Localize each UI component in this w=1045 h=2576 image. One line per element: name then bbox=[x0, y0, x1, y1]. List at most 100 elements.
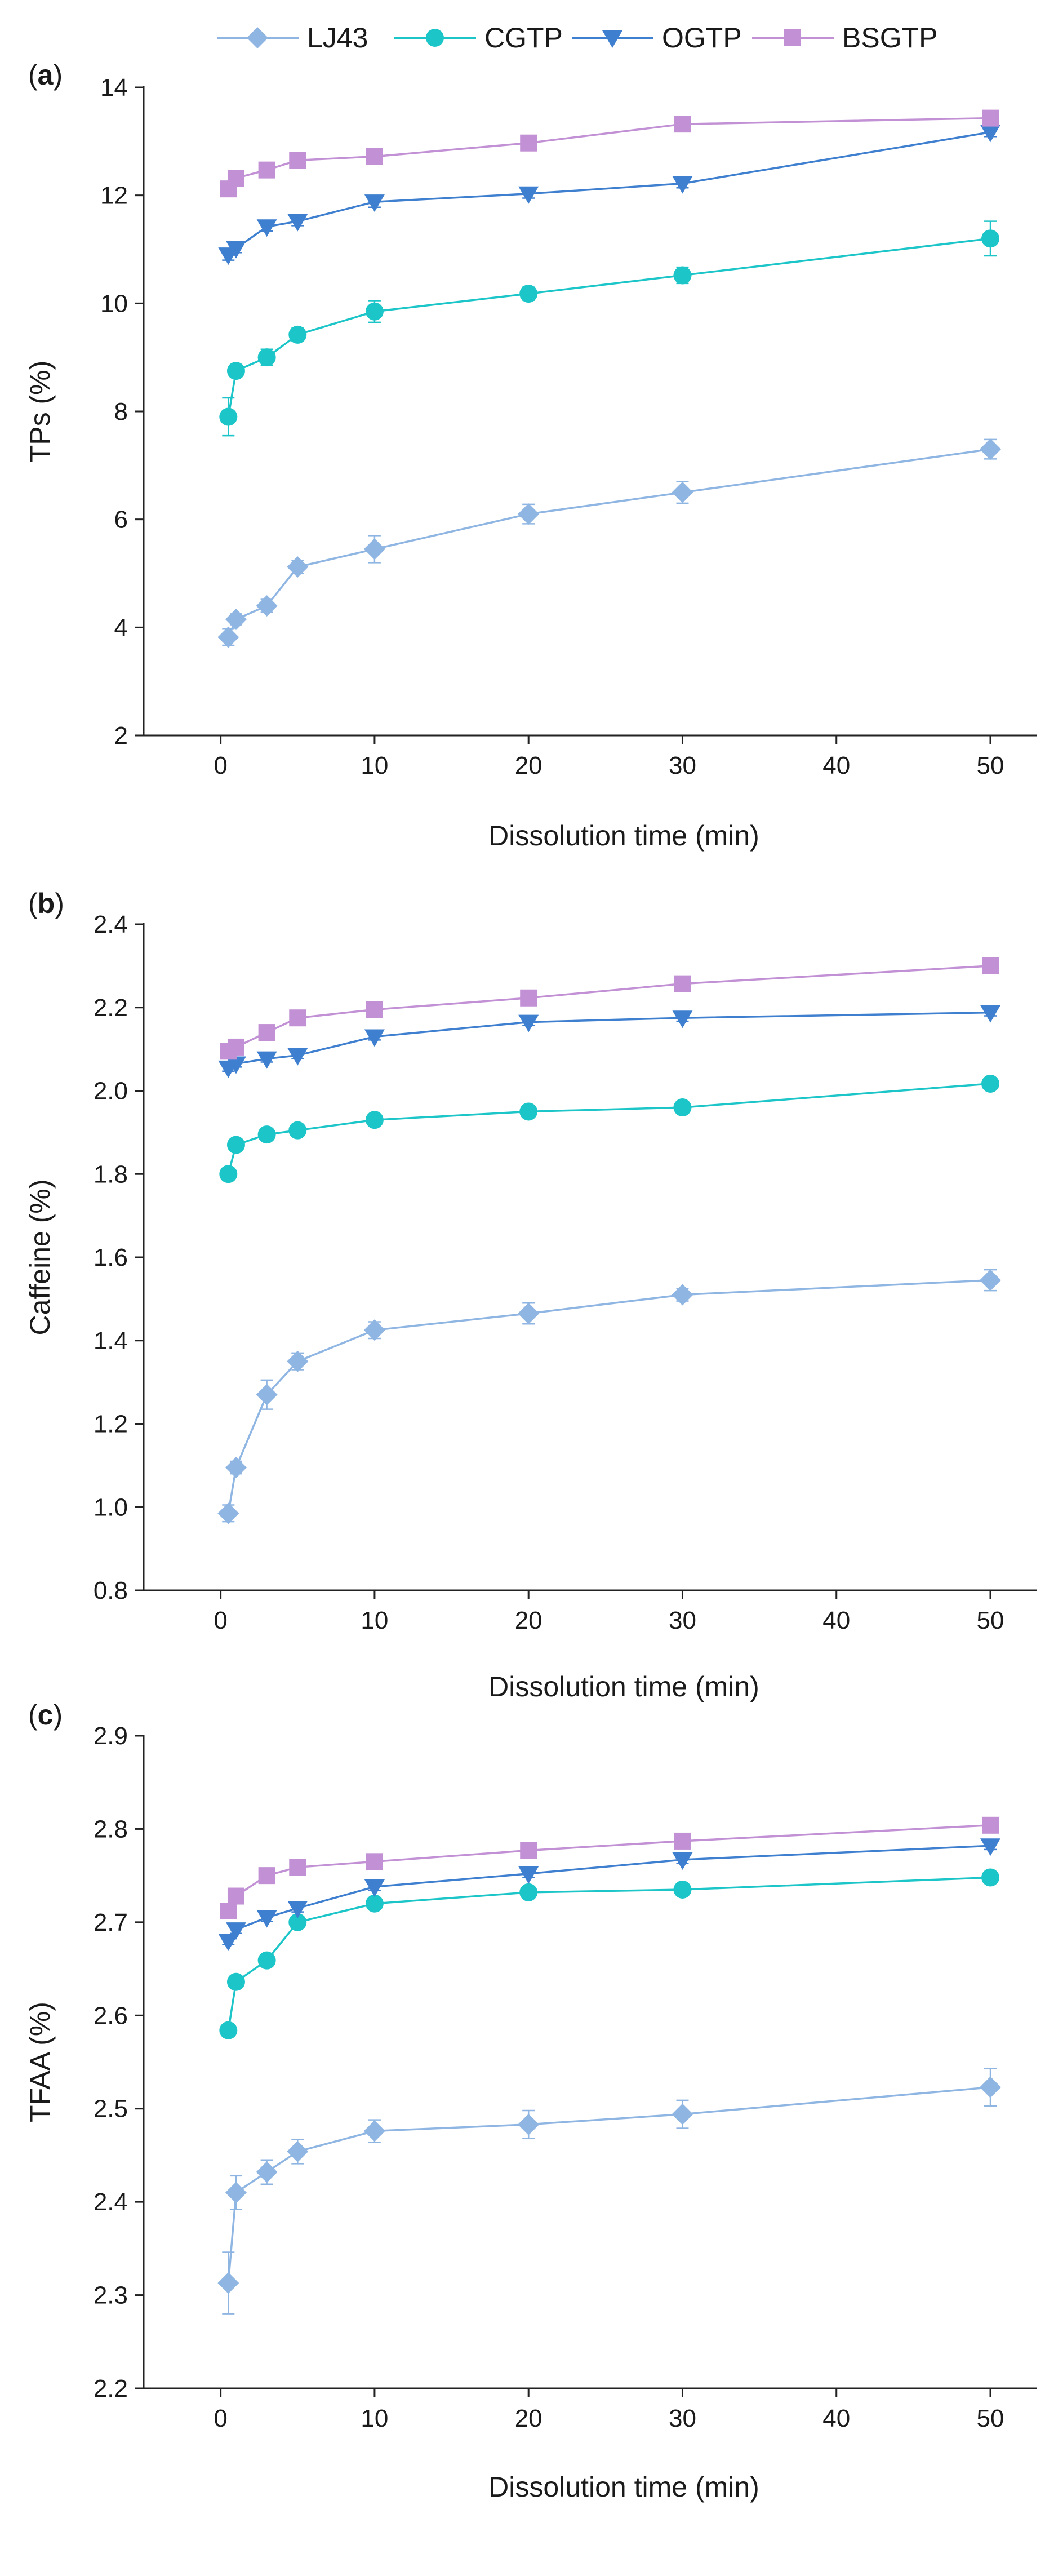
x-axis-title: Dissolution time (min) bbox=[488, 1671, 759, 1702]
x-tick-label: 0 bbox=[214, 752, 227, 779]
y-tick-label: 6 bbox=[114, 506, 128, 534]
y-tick-label: 4 bbox=[114, 614, 128, 641]
data-point bbox=[518, 1014, 539, 1032]
data-point bbox=[225, 608, 247, 630]
data-point bbox=[674, 116, 691, 133]
data-point bbox=[366, 1853, 383, 1870]
y-tick-label: 2.9 bbox=[94, 1722, 128, 1750]
x-tick-label: 0 bbox=[214, 2405, 227, 2432]
x-tick-label: 10 bbox=[361, 1607, 388, 1634]
data-point bbox=[287, 556, 309, 578]
y-tick-label: 2.3 bbox=[94, 2282, 128, 2309]
data-point bbox=[363, 538, 385, 560]
data-point bbox=[363, 1319, 385, 1341]
data-point bbox=[518, 503, 540, 525]
data-point bbox=[981, 229, 1000, 248]
data-point bbox=[673, 1098, 692, 1117]
series-line bbox=[227, 2086, 991, 2284]
series-cgtp bbox=[219, 220, 1000, 437]
legend-item: CGTP bbox=[394, 22, 563, 54]
data-point bbox=[520, 134, 537, 152]
x-tick-label: 50 bbox=[977, 1607, 1004, 1634]
data-point bbox=[225, 1056, 246, 1074]
data-point bbox=[981, 1868, 1000, 1887]
data-point bbox=[364, 1879, 385, 1897]
panel-label: (b) bbox=[28, 888, 64, 919]
y-tick-label: 10 bbox=[100, 290, 128, 317]
data-point bbox=[287, 2140, 309, 2162]
x-axis-title: Dissolution time (min) bbox=[488, 2471, 759, 2503]
data-point bbox=[287, 214, 308, 232]
y-axis-title: Caffeine (%) bbox=[24, 1180, 56, 1336]
data-point bbox=[219, 407, 238, 426]
data-point bbox=[219, 2021, 238, 2039]
data-point bbox=[225, 1457, 247, 1479]
series-line bbox=[227, 1824, 991, 1912]
data-point bbox=[289, 1009, 306, 1027]
data-point bbox=[257, 348, 276, 367]
data-point bbox=[256, 2161, 278, 2183]
data-point bbox=[365, 302, 384, 321]
y-tick-label: 2.5 bbox=[94, 2095, 128, 2123]
data-point bbox=[672, 176, 693, 194]
series-bsgtp bbox=[220, 957, 999, 1060]
data-point bbox=[363, 2120, 385, 2142]
x-tick-label: 50 bbox=[977, 2405, 1004, 2432]
data-point bbox=[672, 1284, 693, 1306]
x-tick-label: 30 bbox=[669, 752, 696, 779]
data-point bbox=[287, 1901, 308, 1919]
series-bsgtp bbox=[220, 109, 999, 198]
y-tick-label: 2.7 bbox=[94, 1909, 128, 1936]
series-lj43 bbox=[217, 2068, 1002, 2315]
x-tick-label: 10 bbox=[361, 2405, 388, 2432]
y-tick-label: 2.6 bbox=[94, 2002, 128, 2029]
series-line bbox=[228, 1011, 991, 1069]
data-point bbox=[364, 194, 385, 212]
series-line bbox=[228, 131, 991, 256]
series-ogtp bbox=[218, 125, 1001, 265]
data-point bbox=[258, 1024, 275, 1041]
data-point bbox=[980, 1269, 1002, 1291]
legend-label: OGTP bbox=[662, 22, 742, 54]
data-point bbox=[219, 1165, 238, 1183]
data-point bbox=[217, 1502, 239, 1524]
series-lj43 bbox=[217, 438, 1002, 648]
data-point bbox=[256, 219, 277, 237]
data-point bbox=[256, 1051, 277, 1069]
x-tick-label: 30 bbox=[669, 2405, 696, 2432]
y-tick-label: 2.4 bbox=[94, 911, 128, 938]
y-tick-label: 2.8 bbox=[94, 1815, 128, 1843]
x-tick-label: 40 bbox=[822, 2405, 850, 2432]
data-point bbox=[674, 975, 691, 992]
legend-item: OGTP bbox=[572, 22, 742, 54]
legend: LJ43 CGTP OGTP BSGTP bbox=[217, 22, 937, 54]
y-tick-label: 2 bbox=[114, 722, 128, 750]
data-point bbox=[288, 1913, 307, 1931]
y-tick-label: 8 bbox=[114, 398, 128, 425]
y-axis-title: TPs (%) bbox=[24, 361, 56, 463]
series-bsgtp bbox=[220, 1816, 999, 1920]
x-tick-label: 30 bbox=[669, 1607, 696, 1634]
data-point bbox=[288, 325, 307, 344]
series-line bbox=[227, 237, 991, 417]
x-tick-label: 20 bbox=[515, 2405, 542, 2432]
data-point bbox=[227, 1038, 244, 1056]
y-tick-label: 2.4 bbox=[94, 2188, 128, 2216]
data-point bbox=[518, 1302, 540, 1324]
data-point bbox=[518, 1866, 539, 1884]
series-cgtp bbox=[219, 1868, 1000, 2039]
data-point bbox=[980, 1005, 1001, 1023]
data-point bbox=[256, 1384, 278, 1406]
data-point bbox=[980, 438, 1002, 460]
x-tick-label: 40 bbox=[822, 752, 850, 779]
x-tick-label: 10 bbox=[361, 752, 388, 779]
data-point bbox=[225, 2182, 247, 2203]
data-point bbox=[289, 1859, 306, 1876]
series-ogtp bbox=[218, 1838, 1001, 1951]
y-tick-label: 2.0 bbox=[94, 1078, 128, 1105]
data-point bbox=[672, 1010, 693, 1028]
data-point bbox=[980, 125, 1001, 143]
panel-a: (a) 2 4 6 8 10 12 14 0 10 20 30 40 50 Dissolution time… bbox=[24, 59, 1037, 852]
data-point bbox=[227, 1887, 244, 1905]
panel-b: (b) 0.8 1.0 1.2 1.4 1.6 1.8 2.0 2.2 2.4 0 10 20 30 40 5… bbox=[24, 888, 1037, 1702]
